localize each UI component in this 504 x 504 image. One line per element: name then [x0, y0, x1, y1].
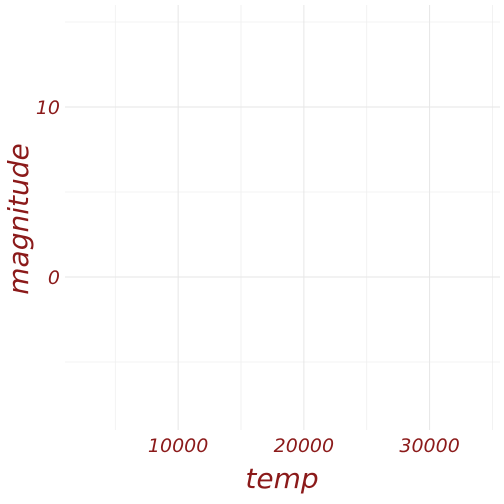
x-tick-label: 30000 [399, 435, 459, 457]
y-axis-title: magnitude [2, 143, 35, 294]
grid [65, 5, 500, 430]
y-axis-ticks: 0 10 [36, 97, 60, 289]
y-tick-label: 0 [48, 267, 60, 289]
x-tick-label: 10000 [148, 435, 208, 457]
x-axis-title: temp [245, 462, 318, 495]
x-axis-ticks: 10000 20000 30000 [148, 435, 460, 457]
x-tick-label: 20000 [274, 435, 334, 457]
y-tick-label: 10 [36, 97, 60, 119]
